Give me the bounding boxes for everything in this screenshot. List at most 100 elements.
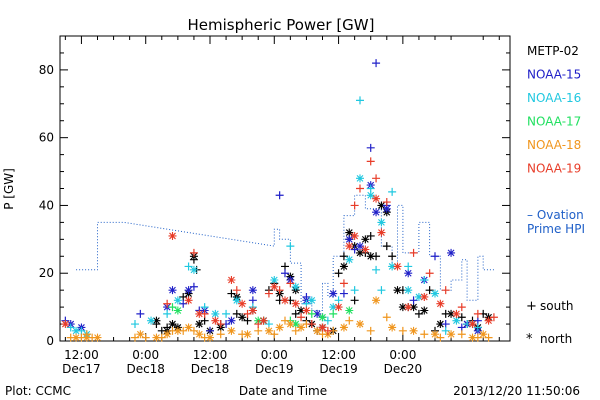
legend-entry: NOAA-18 bbox=[527, 138, 581, 152]
north-marker bbox=[372, 208, 381, 217]
north-marker bbox=[152, 333, 161, 342]
north-marker bbox=[377, 218, 386, 227]
plot-credit: Plot: CCMC bbox=[5, 384, 71, 398]
south-marker bbox=[404, 262, 413, 271]
north-marker bbox=[307, 296, 316, 305]
y-tick-label: 0 bbox=[46, 334, 54, 348]
south-marker bbox=[286, 279, 295, 288]
north-marker bbox=[211, 316, 220, 325]
south-marker bbox=[372, 174, 381, 183]
north-marker bbox=[318, 323, 327, 332]
south-marker bbox=[216, 330, 225, 339]
north-marker bbox=[168, 320, 177, 329]
north-marker bbox=[281, 296, 289, 305]
south-marker bbox=[323, 326, 332, 335]
north-marker bbox=[345, 306, 354, 315]
south-marker bbox=[339, 252, 348, 261]
north-marker bbox=[436, 299, 445, 308]
south-marker bbox=[232, 309, 241, 318]
south-marker bbox=[243, 309, 252, 318]
north-marker bbox=[468, 320, 477, 329]
south-marker bbox=[398, 326, 407, 335]
south-marker bbox=[179, 292, 188, 301]
north-marker bbox=[404, 286, 413, 295]
north-marker bbox=[345, 228, 354, 237]
south-marker bbox=[189, 326, 198, 335]
chart-title: Hemispheric Power [GW] bbox=[188, 16, 375, 34]
south-marker bbox=[350, 201, 359, 210]
north-marker bbox=[361, 235, 370, 244]
south-marker bbox=[420, 330, 429, 339]
south-marker bbox=[248, 296, 257, 305]
south-marker bbox=[264, 289, 273, 298]
legend-north-symbol: * bbox=[526, 332, 533, 347]
south-marker bbox=[457, 330, 466, 339]
north-marker bbox=[72, 326, 81, 335]
north-marker bbox=[377, 228, 386, 237]
north-marker bbox=[195, 320, 204, 329]
south-marker bbox=[382, 242, 391, 251]
north-marker bbox=[238, 313, 247, 322]
north-marker bbox=[195, 309, 204, 318]
x-tick-date: Dec19 bbox=[319, 362, 358, 376]
x-tick-date: Dec17 bbox=[62, 362, 101, 376]
north-marker bbox=[350, 231, 359, 240]
south-marker bbox=[356, 184, 364, 193]
north-marker bbox=[329, 303, 338, 312]
north-marker bbox=[356, 320, 364, 329]
south-marker bbox=[66, 323, 75, 332]
north-marker bbox=[173, 306, 182, 315]
legend-north-label: north bbox=[540, 332, 572, 346]
north-marker bbox=[366, 191, 375, 200]
north-marker bbox=[259, 316, 268, 325]
south-marker bbox=[291, 309, 300, 318]
north-marker bbox=[339, 323, 348, 332]
south-marker bbox=[372, 59, 381, 68]
south-marker bbox=[131, 333, 139, 342]
y-axis-label: P [GW] bbox=[2, 168, 16, 210]
legend-entry: METP-02 bbox=[527, 44, 579, 58]
south-marker bbox=[136, 309, 145, 318]
south-marker bbox=[350, 296, 359, 305]
north-marker bbox=[452, 309, 461, 318]
north-marker bbox=[147, 316, 156, 325]
y-tick-label: 80 bbox=[39, 63, 54, 77]
south-marker bbox=[431, 252, 439, 261]
x-axis-label: Date and Time bbox=[239, 384, 327, 398]
south-marker bbox=[382, 313, 391, 322]
north-marker bbox=[447, 330, 456, 339]
south-marker bbox=[281, 269, 289, 278]
south-marker bbox=[382, 198, 391, 207]
north-marker bbox=[238, 299, 247, 308]
south-marker bbox=[189, 282, 198, 291]
y-axis: 0 20 40 60 80 bbox=[39, 35, 510, 348]
north-marker bbox=[484, 316, 493, 325]
south-marker bbox=[366, 231, 375, 240]
north-marker bbox=[152, 316, 161, 325]
north-marker bbox=[372, 296, 381, 305]
north-marker bbox=[297, 306, 306, 315]
x-tick-time: 12:00 bbox=[321, 348, 356, 362]
north-marker bbox=[264, 326, 273, 335]
north-marker bbox=[232, 296, 241, 305]
south-marker bbox=[329, 309, 338, 318]
south-marker bbox=[141, 333, 150, 342]
x-tick-time: 0:00 bbox=[132, 348, 159, 362]
plot-border bbox=[59, 35, 511, 342]
south-marker bbox=[489, 313, 498, 322]
north-marker bbox=[409, 303, 418, 312]
north-marker bbox=[286, 320, 295, 329]
north-marker bbox=[366, 252, 375, 261]
north-marker bbox=[93, 333, 102, 342]
north-marker bbox=[468, 333, 477, 342]
south-marker bbox=[350, 245, 359, 254]
south-marker bbox=[297, 313, 306, 322]
south-marker bbox=[473, 323, 482, 332]
x-tick-date: Dec19 bbox=[255, 362, 294, 376]
south-marker bbox=[184, 262, 193, 271]
north-marker bbox=[248, 286, 257, 295]
north-marker bbox=[136, 330, 145, 339]
x-tick-date: Dec18 bbox=[191, 362, 230, 376]
north-marker bbox=[345, 255, 354, 264]
south-marker bbox=[163, 299, 172, 308]
